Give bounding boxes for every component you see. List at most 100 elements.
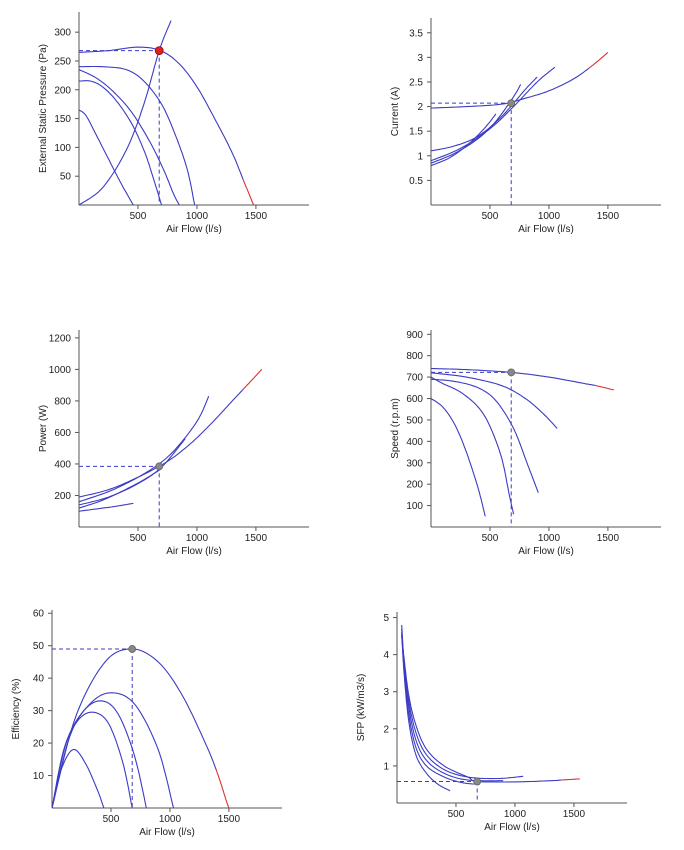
fan-curve-series-5 [401, 636, 561, 783]
x-tick-label: 1000 [159, 814, 182, 825]
y-tick-label: 600 [54, 428, 71, 439]
y-tick-label: 50 [60, 172, 72, 183]
y-axis-label: Power (W) [38, 405, 49, 452]
y-tick-label: 400 [54, 459, 71, 470]
fan-curve-series-4 [431, 66, 556, 162]
x-tick-label: 1500 [597, 533, 620, 544]
y-tick-label: 100 [54, 143, 71, 154]
x-tick-label: 1500 [597, 211, 620, 222]
x-tick-label: 500 [482, 533, 499, 544]
y-axis-label: Speed (r.p.m) [390, 398, 401, 459]
fan-curve-series-4 [401, 634, 524, 780]
x-tick-label: 1500 [245, 533, 268, 544]
fan-curve-series-5 [431, 367, 596, 386]
y-tick-label: 10 [33, 771, 45, 782]
y-tick-label: 50 [33, 641, 45, 652]
x-axis-label: Air Flow (l/s) [166, 224, 222, 235]
external-static-pressure-chart: 50 100 150 200 250 300 500 1000 1500 Air Flow (l/… [38, 12, 309, 235]
curve-group [431, 52, 609, 167]
fan-curve-extrapolated-5 [242, 179, 255, 205]
operating-point-marker [154, 46, 164, 55]
operating-point-marker [507, 99, 516, 108]
y-tick-label: 3 [383, 687, 389, 698]
x-axis-label: Air Flow (l/s) [518, 224, 574, 235]
fan-curve-series-1 [79, 109, 134, 205]
y-tick-label: 2 [417, 102, 423, 113]
fan-curve-series-4 [79, 65, 196, 205]
y-tick-label: 1000 [49, 365, 72, 376]
x-tick-label: 500 [130, 533, 147, 544]
y-tick-label: 3.5 [409, 28, 423, 39]
operating-point-marker [507, 368, 516, 377]
current-chart: 0.5 1 1.5 2 2.5 3 3.5 500 1000 1500 Air Flow (l/s)… [390, 18, 661, 235]
fan-curve-series-4 [79, 395, 210, 503]
curve-group [401, 624, 580, 792]
y-tick-label: 2 [383, 724, 389, 735]
fan-curve-series-3 [431, 378, 539, 493]
fan-curve-series-5 [52, 648, 217, 808]
curve-group [79, 20, 255, 205]
x-tick-label: 500 [130, 211, 147, 222]
speed-chart: 100 200 300 400 500 600 700 800 900 500 1000 1500 Ai… [390, 330, 661, 557]
fan-curve-extrapolated-5 [215, 769, 230, 808]
sfp-chart: 1 2 3 4 5 500 1000 1500 Air Flow (l/s) SFP (kW/m3… [356, 612, 627, 833]
y-tick-label: 900 [406, 330, 423, 341]
x-tick-label: 1000 [186, 211, 209, 222]
y-tick-label: 0.5 [409, 176, 423, 187]
y-tick-label: 60 [33, 609, 45, 620]
fan-curve-series-5 [79, 46, 244, 180]
y-tick-label: 200 [406, 480, 423, 491]
fan-curve-extrapolated-5 [594, 384, 614, 391]
y-tick-label: 500 [406, 415, 423, 426]
fan-curve-series-3 [431, 76, 538, 152]
y-tick-label: 30 [33, 706, 45, 717]
efficiency-chart: 10 20 30 40 50 60 500 1000 1500 Air Flow (l/s) Eff… [11, 609, 282, 838]
fan-curve-extrapolated-5 [242, 369, 263, 390]
y-axis-label: External Static Pressure (Pa) [38, 44, 49, 173]
fan-curve-series-1 [431, 398, 486, 517]
y-tick-label: 300 [54, 28, 71, 39]
y-tick-label: 1.5 [409, 127, 423, 138]
y-tick-label: 700 [406, 373, 423, 384]
fan-curve-series-1 [52, 748, 105, 808]
power-chart: 200 400 600 800 1000 1200 500 1000 1500 Air Flow … [38, 330, 309, 557]
y-tick-label: 4 [383, 650, 389, 661]
x-tick-label: 1500 [245, 211, 268, 222]
y-tick-label: 100 [406, 501, 423, 512]
fan-curve-series-5 [431, 67, 590, 109]
fan-curve-series-2 [431, 84, 522, 164]
y-tick-label: 3 [417, 53, 423, 64]
x-axis-label: Air Flow (l/s) [139, 827, 195, 838]
x-axis-label: Air Flow (l/s) [484, 822, 540, 833]
y-axis-label: Current (A) [390, 87, 401, 136]
y-tick-label: 800 [54, 396, 71, 407]
x-tick-label: 1500 [218, 814, 241, 825]
y-tick-label: 5 [383, 613, 389, 624]
fan-curve-series-2 [431, 376, 515, 515]
x-axis-label: Air Flow (l/s) [166, 546, 222, 557]
y-tick-label: 800 [406, 351, 423, 362]
y-axis-label: SFP (kW/m3/s) [356, 674, 367, 742]
x-tick-label: 500 [103, 814, 120, 825]
curve-group [431, 367, 614, 517]
operating-point-marker [155, 462, 164, 471]
fan-curve-series-1 [79, 502, 134, 512]
fan-curve-extrapolated-5 [588, 52, 609, 69]
y-tick-label: 400 [406, 437, 423, 448]
fan-curve-series-4 [431, 372, 558, 429]
fan-curve-series-3 [52, 700, 147, 808]
fan-curve-series-3 [79, 69, 180, 205]
y-tick-label: 200 [54, 491, 71, 502]
y-tick-label: 150 [54, 114, 71, 125]
y-tick-label: 300 [406, 458, 423, 469]
y-tick-label: 1 [383, 761, 389, 772]
x-tick-label: 1500 [563, 809, 586, 820]
operating-point-marker [473, 777, 482, 786]
fan-curve-series-2 [52, 711, 133, 808]
y-tick-label: 250 [54, 56, 71, 67]
y-axis-label: Efficiency (%) [11, 679, 22, 740]
fan-curve-series-5 [79, 389, 244, 498]
x-tick-label: 1000 [538, 533, 561, 544]
x-tick-label: 1000 [538, 211, 561, 222]
